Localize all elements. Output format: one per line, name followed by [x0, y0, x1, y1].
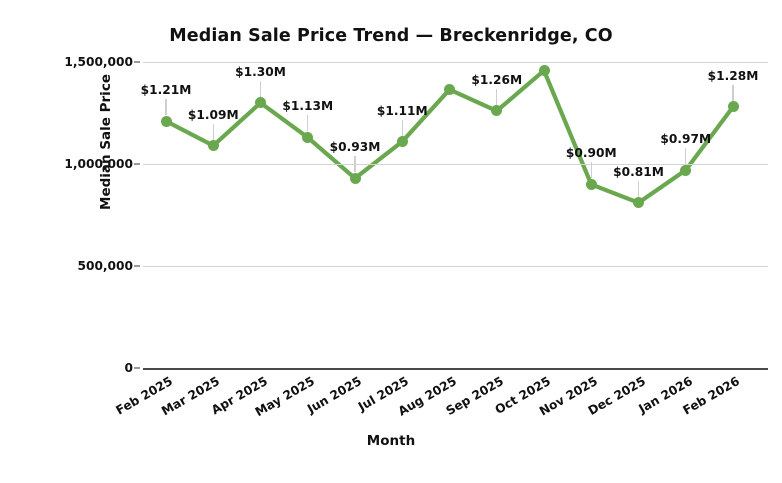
label-leader-line — [590, 162, 592, 179]
data-point-label: $1.13M — [282, 99, 334, 114]
y-tick-mark — [134, 367, 140, 369]
data-point-marker[interactable] — [160, 115, 172, 127]
label-leader-line — [354, 156, 356, 173]
gridline — [143, 164, 768, 165]
y-axis: 0 500,000 1,000,000 1,500,000 — [0, 55, 143, 375]
gridline — [143, 62, 768, 63]
label-leader-line — [637, 180, 640, 197]
label-leader-line — [401, 119, 403, 136]
label-leader-line — [732, 84, 734, 101]
data-point-label: $0.93M — [329, 140, 381, 155]
data-point-label: $0.97M — [660, 132, 712, 147]
label-leader-line — [259, 80, 262, 97]
label-leader-line — [496, 88, 498, 105]
data-point-marker[interactable] — [727, 101, 739, 113]
y-tick-mark — [134, 61, 140, 63]
data-point-label: $1.26M — [471, 72, 523, 87]
plot-area: $1.21M $1.09M $1.30M $1.13M $0.93M $1.11M $1.2… — [140, 62, 768, 370]
data-point-label: $1.11M — [376, 103, 428, 118]
data-point-marker[interactable] — [491, 105, 503, 117]
data-point-label: $1.09M — [187, 107, 239, 122]
label-leader-line — [212, 123, 214, 140]
y-tick-mark — [134, 265, 140, 267]
chart-title: Median Sale Price Trend — Breckenridge, … — [169, 26, 613, 46]
y-tick-label: 0 — [124, 361, 133, 375]
label-leader-line — [685, 148, 687, 165]
x-axis-title: Month — [366, 433, 416, 449]
y-tick-label: 500,000 — [77, 259, 133, 273]
data-point-marker[interactable] — [396, 136, 408, 148]
data-point-marker[interactable] — [207, 140, 219, 152]
data-point-marker[interactable] — [302, 131, 314, 143]
data-point-marker[interactable] — [585, 178, 597, 190]
data-point-marker[interactable] — [255, 97, 266, 109]
data-point-label: $1.21M — [140, 83, 192, 98]
label-leader-line — [307, 115, 309, 132]
label-leader-line — [165, 99, 167, 116]
gridline — [143, 266, 768, 267]
data-point-marker[interactable] — [633, 197, 644, 209]
x-axis: Feb 2025 Mar 2025 Apr 2025 May 2025 Jun 2025… — [113, 368, 768, 428]
data-point-label: $1.28M — [707, 68, 759, 83]
data-point-marker[interactable] — [680, 164, 692, 176]
data-point-marker[interactable] — [349, 172, 361, 184]
y-tick-mark — [134, 163, 140, 165]
data-point-label: $1.30M — [235, 64, 286, 79]
x-axis-line — [143, 368, 768, 370]
data-point-label: $0.90M — [565, 146, 617, 161]
y-tick-label: 1,000,000 — [64, 157, 133, 171]
y-tick-label: 1,500,000 — [64, 55, 133, 69]
data-point-marker[interactable] — [538, 65, 550, 77]
data-point-marker[interactable] — [444, 84, 455, 96]
data-point-label: $0.81M — [613, 164, 664, 179]
